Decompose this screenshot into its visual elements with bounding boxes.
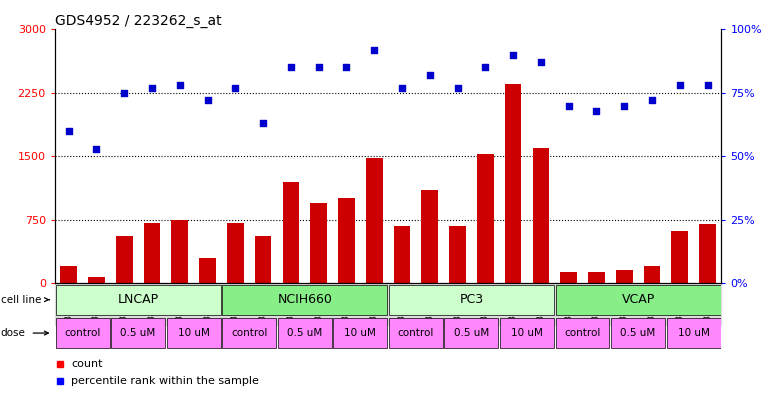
Text: LNCAP: LNCAP [117, 293, 159, 306]
Bar [616, 270, 632, 283]
Bar [500, 318, 554, 348]
Text: NCIH660: NCIH660 [277, 293, 333, 306]
Bar [111, 318, 165, 348]
Text: 10 uM: 10 uM [178, 328, 209, 338]
Bar [588, 272, 605, 283]
Bar [505, 84, 521, 283]
Point [202, 97, 214, 104]
Bar [560, 272, 577, 283]
Text: control: control [65, 328, 100, 338]
Point [313, 64, 325, 71]
Bar [222, 285, 387, 315]
Bar [389, 318, 443, 348]
Bar [366, 158, 383, 283]
Point [340, 64, 352, 71]
Bar [338, 198, 355, 283]
Point [424, 72, 436, 78]
Bar [644, 266, 661, 283]
Bar [444, 318, 498, 348]
Point [451, 84, 463, 91]
Bar [278, 318, 332, 348]
Point [174, 82, 186, 88]
Point [507, 51, 519, 58]
Point [591, 107, 603, 114]
Text: VCAP: VCAP [622, 293, 654, 306]
Text: 10 uM: 10 uM [511, 328, 543, 338]
Bar [227, 223, 244, 283]
Text: 0.5 uM: 0.5 uM [620, 328, 656, 338]
Point [562, 102, 575, 108]
Point [368, 47, 380, 53]
Point [257, 120, 269, 127]
Bar [144, 223, 161, 283]
Text: 10 uM: 10 uM [345, 328, 376, 338]
Point [479, 64, 492, 71]
Text: 0.5 uM: 0.5 uM [287, 328, 323, 338]
Bar [116, 236, 132, 283]
Text: GDS4952 / 223262_s_at: GDS4952 / 223262_s_at [55, 15, 221, 28]
Bar [60, 266, 77, 283]
Bar [422, 190, 438, 283]
Text: PC3: PC3 [460, 293, 483, 306]
Text: cell line: cell line [1, 295, 41, 305]
Point [229, 84, 241, 91]
Point [91, 145, 103, 152]
Bar [556, 285, 721, 315]
Bar [667, 318, 721, 348]
Point [118, 90, 130, 96]
Bar [671, 231, 688, 283]
Point [285, 64, 297, 71]
Bar [255, 237, 272, 283]
Point [618, 102, 630, 108]
Point [673, 82, 686, 88]
Text: control: control [565, 328, 600, 338]
Bar [55, 283, 721, 325]
Bar [199, 258, 216, 283]
Text: 0.5 uM: 0.5 uM [454, 328, 489, 338]
Point [535, 59, 547, 66]
Text: control: control [398, 328, 434, 338]
Bar [533, 148, 549, 283]
Bar [282, 182, 299, 283]
Bar [88, 277, 105, 283]
Bar [611, 318, 665, 348]
Bar [477, 154, 494, 283]
Bar [699, 224, 716, 283]
Bar [449, 226, 466, 283]
Bar [171, 220, 188, 283]
Bar [389, 285, 554, 315]
Point [646, 97, 658, 104]
Text: percentile rank within the sample: percentile rank within the sample [72, 376, 260, 386]
Bar [393, 226, 410, 283]
Bar [333, 318, 387, 348]
Text: control: control [231, 328, 267, 338]
Bar [56, 285, 221, 315]
Text: 10 uM: 10 uM [678, 328, 709, 338]
Text: 0.5 uM: 0.5 uM [120, 328, 156, 338]
Bar [56, 318, 110, 348]
Point [396, 84, 408, 91]
Text: dose: dose [1, 328, 26, 338]
Bar [556, 318, 610, 348]
Bar [167, 318, 221, 348]
Bar [310, 203, 327, 283]
Point [146, 84, 158, 91]
Bar [222, 318, 276, 348]
Point [702, 82, 714, 88]
Point [62, 128, 75, 134]
Text: count: count [72, 359, 103, 369]
